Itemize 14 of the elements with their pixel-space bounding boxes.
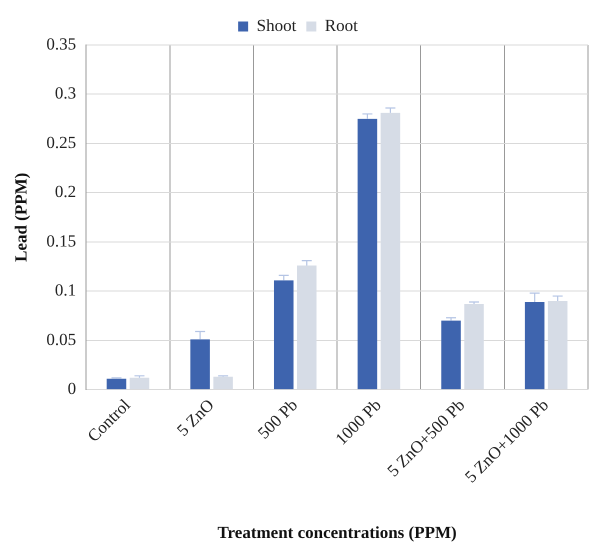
y-tick-label: 0.2 — [54, 182, 76, 202]
y-tick-label: 0.05 — [46, 330, 76, 349]
legend-label: Shoot — [256, 16, 297, 35]
x-axis-title: Treatment concentrations (PPM) — [217, 523, 457, 542]
y-tick-label: 0 — [68, 379, 76, 398]
y-tick-label: 0.1 — [54, 280, 76, 300]
x-tick-label: 500 Pb — [254, 395, 302, 443]
y-tick-label: 0.15 — [46, 231, 76, 250]
y-tick-label: 0.25 — [46, 132, 76, 152]
x-tick-label: 5 ZnO — [173, 395, 218, 440]
y-tick-label: 0.35 — [46, 34, 76, 54]
y-axis-title: Lead (PPM) — [12, 172, 31, 262]
y-tick-label: 0.3 — [54, 84, 76, 103]
legend-label: Root — [324, 16, 358, 35]
